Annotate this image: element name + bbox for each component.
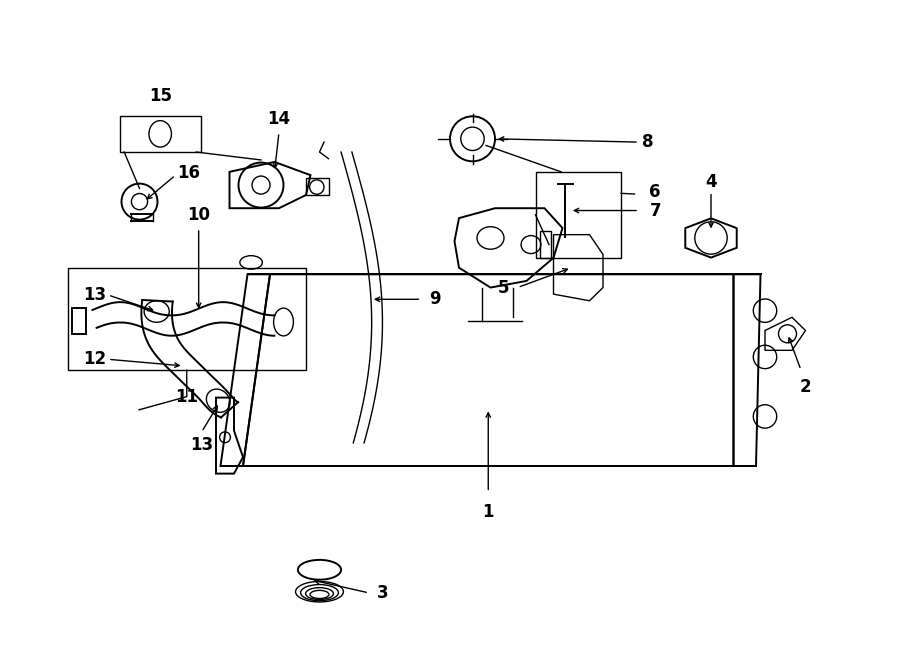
Text: 15: 15 (148, 87, 172, 105)
Text: 9: 9 (429, 290, 441, 308)
Text: 13: 13 (83, 286, 106, 304)
Bar (68, 268, 306, 370)
Bar (72, 308, 86, 334)
Bar (306, 178, 328, 195)
Text: 6: 6 (650, 183, 661, 201)
Text: 5: 5 (499, 278, 509, 297)
Text: 16: 16 (177, 164, 201, 182)
Text: 13: 13 (190, 436, 213, 454)
Text: 1: 1 (482, 503, 494, 522)
Text: 11: 11 (176, 387, 198, 406)
Text: 2: 2 (800, 377, 811, 396)
Text: 3: 3 (377, 584, 388, 602)
Text: 10: 10 (187, 206, 211, 224)
Bar (536, 172, 621, 258)
Bar (540, 231, 551, 258)
Text: 8: 8 (643, 133, 653, 151)
Bar (120, 116, 201, 152)
Text: 14: 14 (267, 110, 291, 128)
Text: 12: 12 (83, 350, 106, 368)
Text: 7: 7 (650, 202, 661, 219)
Text: 4: 4 (706, 173, 716, 191)
